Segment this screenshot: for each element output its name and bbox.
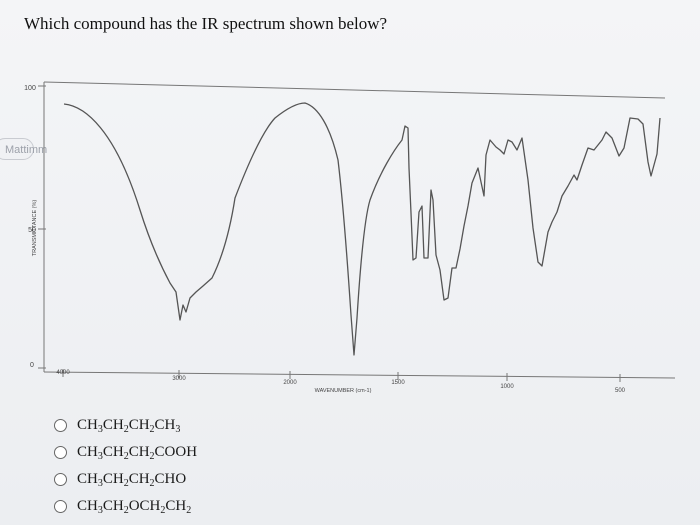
option-formula: CH3CH2CH2COOH	[77, 444, 198, 462]
radio-button[interactable]	[54, 419, 67, 432]
plot-frame-top	[43, 81, 666, 99]
spectrum-trace	[63, 102, 661, 356]
x-tick-label: 2000	[283, 380, 297, 386]
y-tick-label: 100	[24, 85, 36, 92]
option-butane[interactable]: CH3CH2CH2CH3	[54, 412, 197, 439]
option-butanal[interactable]: CH3CH2CH2CHO	[54, 466, 197, 493]
radio-button[interactable]	[54, 500, 67, 513]
x-tick-label: 4000	[56, 370, 70, 376]
x-tick-label: 500	[615, 388, 626, 394]
option-formula: CH3CH2CH2CHO	[77, 471, 187, 489]
radio-button[interactable]	[54, 473, 67, 486]
question-text: Which compound has the IR spectrum shown…	[24, 14, 388, 33]
x-tick-label: 3000	[172, 376, 186, 382]
side-tab[interactable]: Mattimm	[0, 138, 47, 160]
plot-x-axis	[43, 371, 676, 379]
option-butanoic-acid[interactable]: CH3CH2CH2COOH	[54, 439, 197, 466]
radio-button[interactable]	[54, 446, 67, 459]
option-formula: CH3CH2OCH2CH2	[77, 498, 192, 516]
y-axis-label: TRANSMITTANCE (%)	[32, 200, 38, 257]
x-tick-label: 1000	[500, 384, 514, 390]
y-tick-label: 50	[28, 227, 36, 234]
option-ether[interactable]: CH3CH2OCH2CH2	[54, 493, 197, 520]
option-formula: CH3CH2CH2CH3	[77, 417, 181, 435]
x-tick-label: 1500	[391, 380, 405, 386]
answer-options: CH3CH2CH2CH3 CH3CH2CH2COOH CH3CH2CH2CHO …	[54, 412, 197, 520]
x-axis-label: WAVENUMBER (cm-1)	[315, 388, 372, 394]
y-tick-label: 0	[30, 362, 34, 369]
